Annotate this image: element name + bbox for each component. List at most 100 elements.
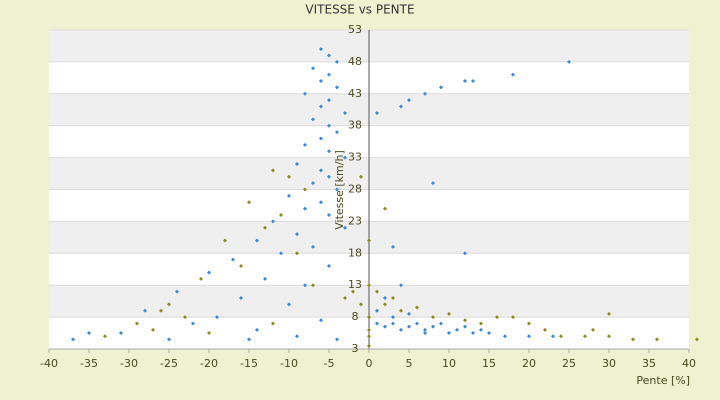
point: [511, 72, 515, 77]
point: [319, 136, 323, 141]
x-axis-title: Pente [%]: [636, 374, 690, 387]
point: [567, 59, 571, 64]
point: [295, 232, 299, 237]
y-tick-label: 3: [352, 342, 359, 355]
point: [439, 85, 443, 90]
point: [423, 331, 427, 336]
point: [191, 321, 195, 326]
point: [487, 331, 491, 336]
point: [607, 334, 611, 339]
point: [367, 343, 371, 348]
y-tick-label: 53: [348, 23, 362, 36]
point: [391, 315, 395, 320]
point: [311, 66, 315, 71]
point: [319, 200, 323, 205]
point: [247, 337, 251, 342]
point: [431, 181, 435, 186]
point: [471, 331, 475, 336]
point: [399, 104, 403, 109]
point: [247, 200, 251, 205]
x-tick-label: 0: [366, 357, 373, 370]
point: [207, 270, 211, 275]
point: [263, 225, 267, 230]
point: [463, 324, 467, 329]
point: [383, 302, 387, 307]
point: [583, 334, 587, 339]
point: [367, 327, 371, 332]
point: [239, 264, 243, 269]
point: [447, 331, 451, 336]
point: [231, 257, 235, 262]
point: [71, 337, 75, 342]
point: [167, 337, 171, 342]
point: [551, 334, 555, 339]
x-tick-label: 10: [442, 357, 456, 370]
point: [303, 283, 307, 288]
point: [287, 193, 291, 198]
point: [327, 149, 331, 154]
point: [479, 327, 483, 332]
point: [359, 302, 363, 307]
point: [367, 283, 371, 288]
point: [431, 315, 435, 320]
point: [303, 142, 307, 147]
point: [415, 305, 419, 310]
point: [399, 283, 403, 288]
point: [319, 168, 323, 173]
point: [439, 321, 443, 326]
point: [327, 123, 331, 128]
point: [319, 79, 323, 84]
point: [383, 324, 387, 329]
point: [455, 327, 459, 332]
point: [375, 321, 379, 326]
point: [303, 206, 307, 211]
point: [351, 289, 355, 294]
point: [175, 289, 179, 294]
x-tick-label: 35: [642, 357, 656, 370]
point: [511, 315, 515, 320]
y-tick-label: 43: [348, 87, 362, 100]
point: [335, 85, 339, 90]
point: [367, 315, 371, 320]
point: [103, 334, 107, 339]
point: [559, 334, 563, 339]
point: [319, 104, 323, 109]
point: [287, 302, 291, 307]
x-tick-label: 20: [522, 357, 536, 370]
point: [631, 337, 635, 342]
point: [343, 225, 347, 230]
y-tick-label: 13: [348, 278, 362, 291]
point: [391, 244, 395, 249]
point: [383, 295, 387, 300]
point: [151, 327, 155, 332]
y-tick-label: 8: [352, 310, 359, 323]
point: [407, 311, 411, 316]
x-tick-label: -20: [200, 357, 218, 370]
y-tick-label: 28: [348, 183, 362, 196]
point: [295, 334, 299, 339]
point: [327, 264, 331, 269]
point: [383, 206, 387, 211]
point: [183, 315, 187, 320]
point: [271, 168, 275, 173]
point: [135, 321, 139, 326]
point: [463, 79, 467, 84]
point: [343, 155, 347, 160]
point: [335, 59, 339, 64]
point: [375, 110, 379, 115]
point: [239, 295, 243, 300]
point: [255, 238, 259, 243]
point: [479, 321, 483, 326]
point: [591, 327, 595, 332]
x-tick-label: -30: [120, 357, 138, 370]
x-tick-label: 25: [562, 357, 576, 370]
point: [447, 311, 451, 316]
point: [287, 174, 291, 179]
x-tick-label: -35: [80, 357, 98, 370]
x-tick-label: -40: [40, 357, 58, 370]
point: [431, 324, 435, 329]
point: [271, 219, 275, 224]
point: [471, 79, 475, 84]
point: [399, 308, 403, 313]
